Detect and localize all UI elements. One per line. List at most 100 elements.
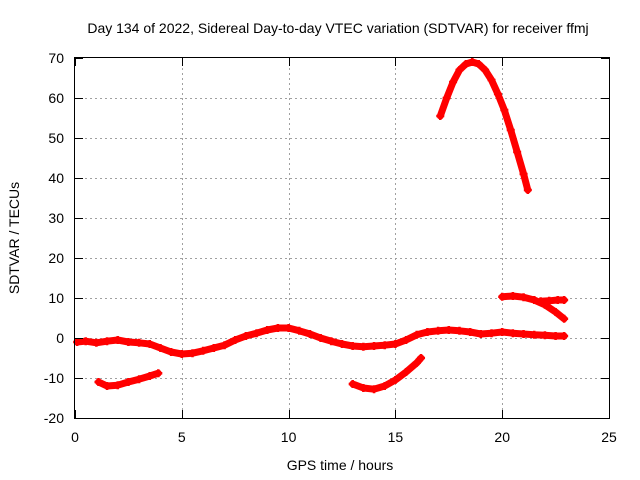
data-point	[145, 340, 154, 348]
data-point	[493, 90, 502, 98]
data-point	[113, 381, 122, 390]
data-point	[455, 326, 464, 335]
data-point	[370, 342, 379, 350]
data-point	[506, 126, 515, 134]
data-point	[113, 336, 122, 344]
data-point	[231, 336, 240, 344]
data-point	[412, 358, 421, 367]
data-point	[348, 380, 357, 388]
data-point	[540, 331, 549, 340]
data-point	[370, 385, 379, 394]
data-point	[468, 58, 477, 66]
data-point	[263, 326, 272, 334]
data-point	[508, 329, 517, 338]
data-point	[391, 376, 400, 384]
series-arc-positive-flat-late	[536, 296, 569, 306]
data-point	[436, 112, 445, 120]
data-point	[530, 330, 539, 339]
data-point	[103, 382, 112, 390]
x-tick-label: 0	[71, 429, 79, 445]
y-tick-label: 0	[56, 330, 64, 346]
data-point	[338, 340, 346, 348]
data-point	[412, 330, 421, 339]
data-point	[498, 328, 507, 336]
data-point	[305, 330, 314, 338]
data-point	[359, 342, 368, 351]
data-point	[519, 293, 528, 302]
data-point	[461, 60, 470, 68]
y-tick-label: 30	[48, 210, 64, 226]
y-tick-label: 20	[48, 250, 64, 266]
data-point	[124, 338, 133, 346]
data-point	[551, 332, 560, 340]
data-point	[295, 326, 304, 335]
data-layer	[73, 58, 569, 394]
data-point	[188, 349, 197, 358]
data-point	[359, 384, 368, 392]
data-point	[380, 382, 389, 390]
data-point	[519, 330, 528, 338]
grid-layer	[75, 58, 609, 418]
data-point	[500, 106, 509, 114]
data-point	[487, 76, 496, 84]
data-point	[536, 297, 545, 306]
data-point	[442, 94, 451, 102]
data-point	[402, 336, 411, 344]
data-point	[284, 324, 293, 332]
data-point	[154, 369, 163, 378]
data-point	[423, 328, 432, 336]
data-point	[145, 372, 154, 380]
data-point	[449, 78, 458, 86]
data-point	[391, 340, 400, 348]
y-tick-label: 10	[48, 290, 64, 306]
data-point	[124, 378, 133, 386]
x-tick-label: 10	[281, 429, 297, 445]
data-point	[199, 346, 208, 355]
data-point	[177, 350, 186, 358]
data-point	[523, 186, 532, 194]
data-point	[316, 334, 325, 342]
data-point	[252, 329, 261, 338]
series-arc-high-peak	[436, 58, 532, 194]
y-axis-label: SDTVAR / TECUs	[6, 182, 22, 294]
data-point	[519, 170, 528, 178]
series-arc-negative-early	[94, 369, 163, 390]
plot-frame	[74, 57, 610, 419]
data-point	[92, 338, 101, 347]
data-point	[380, 341, 389, 350]
series-arc-negative-mid	[348, 354, 426, 394]
data-point	[444, 326, 453, 334]
data-point	[103, 337, 112, 346]
data-point	[560, 296, 569, 304]
y-tick-label: -10	[44, 370, 64, 386]
x-tick-label: 25	[601, 429, 617, 445]
data-point	[241, 332, 250, 340]
data-point	[498, 292, 507, 301]
data-point	[156, 344, 165, 352]
data-point	[167, 348, 176, 356]
data-point	[273, 324, 282, 332]
y-tick-label: 60	[48, 90, 64, 106]
data-point	[545, 296, 554, 305]
data-point	[209, 344, 218, 352]
y-tick-label: 70	[48, 50, 64, 66]
data-point	[348, 342, 357, 350]
y-tick-labels: -20 -10 0 10 20 30 40 50 60 70	[44, 50, 64, 426]
data-point	[81, 337, 90, 346]
x-tick-label: 20	[494, 429, 510, 445]
data-point	[560, 314, 569, 323]
data-point	[560, 332, 569, 340]
chart-title: Day 134 of 2022, Sidereal Day-to-day VTE…	[87, 20, 588, 36]
data-point	[474, 60, 483, 68]
y-tick-label: 40	[48, 170, 64, 186]
x-axis-label: GPS time / hours	[287, 457, 394, 473]
x-tick-labels: 0 5 10 15 20 25	[71, 429, 617, 445]
data-point	[513, 148, 522, 156]
series-arc-main-near-zero	[73, 324, 569, 358]
data-point	[455, 66, 464, 74]
x-tick-label: 15	[388, 429, 404, 445]
y-tick-label: 50	[48, 130, 64, 146]
tick-layer	[75, 58, 610, 419]
